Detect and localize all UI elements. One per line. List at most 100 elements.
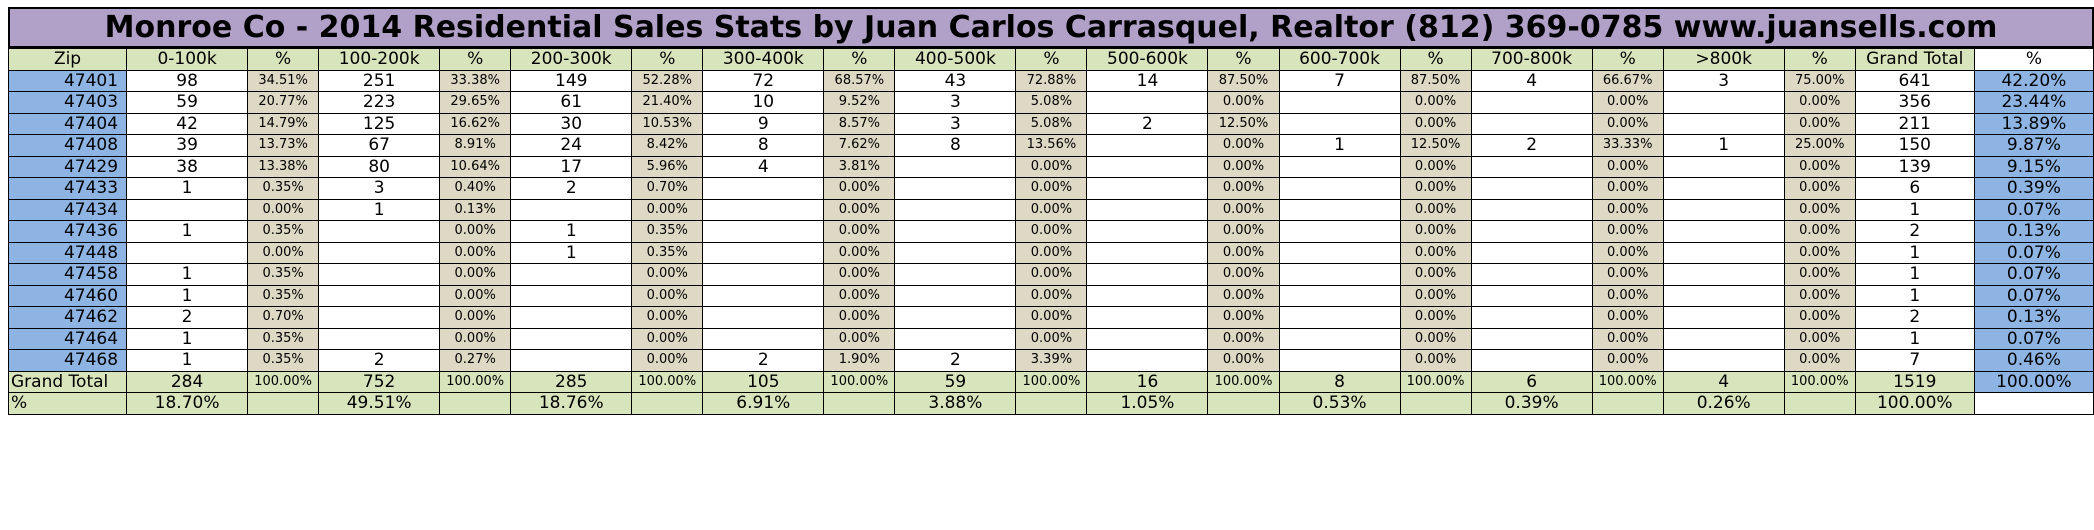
table-row: 47403 59 20.77% 223 29.65% 61 21.40% 10 9.52% 3 5.…	[7, 91, 2094, 114]
count-cell	[126, 198, 249, 221]
count-cell: 1	[318, 198, 441, 221]
percent-cell: 0.00%	[1591, 284, 1664, 307]
percent-cell: 0.00%	[1015, 220, 1088, 243]
percent-cell: 0.00%	[1591, 220, 1664, 243]
column-header: %	[247, 48, 320, 71]
count-cell: 4	[702, 155, 825, 178]
count-cell: 10	[702, 91, 825, 114]
percent-cell: 0.00%	[1399, 284, 1472, 307]
count-cell	[702, 220, 825, 243]
count-cell	[894, 155, 1017, 178]
row-percent-cell: 0.46%	[1973, 349, 2094, 372]
grand-total-count-cell: 6	[1470, 370, 1593, 393]
percent-cell: 0.00%	[1783, 177, 1856, 200]
count-cell: 8	[702, 134, 825, 157]
count-cell: 2	[1470, 134, 1593, 157]
column-header: 300-400k	[702, 48, 825, 71]
count-cell	[318, 327, 441, 350]
column-header: %	[1207, 48, 1280, 71]
percent-cell: 0.00%	[1399, 177, 1472, 200]
column-header: 500-600k	[1086, 48, 1209, 71]
percent-cell: 0.35%	[247, 177, 320, 200]
percent-cell: 0.00%	[1399, 263, 1472, 286]
zip-cell: 47401	[7, 69, 128, 92]
table-row: 47468 1 0.35% 2 0.27% 0.00% 2 1.90% 2 3.39% 0.00% 0…	[7, 349, 2094, 372]
percent-cell: 13.73%	[247, 134, 320, 157]
range-share-cell: 0.26%	[1662, 392, 1785, 415]
percent-cell: 0.00%	[1591, 306, 1664, 329]
row-total-cell: 150	[1854, 134, 1975, 157]
row-total-cell: 7	[1854, 349, 1975, 372]
count-cell	[1470, 220, 1593, 243]
count-cell: 1	[126, 220, 249, 243]
column-header: 600-700k	[1278, 48, 1401, 71]
blank-cell	[1015, 392, 1088, 415]
column-header: 700-800k	[1470, 48, 1593, 71]
count-cell	[1086, 220, 1209, 243]
percent-cell: 0.00%	[1207, 198, 1280, 221]
row-percent-cell: 0.13%	[1973, 306, 2094, 329]
blank-cell	[1207, 392, 1280, 415]
zip-cell: 47462	[7, 306, 128, 329]
count-cell: 2	[510, 177, 633, 200]
percent-cell: 5.08%	[1015, 91, 1088, 114]
percent-cell: 0.00%	[1015, 198, 1088, 221]
count-cell	[1086, 134, 1209, 157]
percent-cell: 0.35%	[247, 327, 320, 350]
count-cell: 3	[318, 177, 441, 200]
percent-cell: 87.50%	[1207, 69, 1280, 92]
grand-total-percent-cell: 100.00%	[823, 370, 896, 393]
count-cell	[894, 220, 1017, 243]
percent-cell: 0.35%	[631, 220, 704, 243]
row-total-cell: 1	[1854, 284, 1975, 307]
count-cell	[318, 284, 441, 307]
row-percent-cell: 23.44%	[1973, 91, 2094, 114]
table-row: 47434 0.00% 1 0.13% 0.00% 0.00% 0.00% 0.00% 0.00…	[7, 198, 2094, 221]
percent-cell: 10.64%	[439, 155, 512, 178]
count-cell	[1470, 177, 1593, 200]
percent-cell: 0.00%	[1399, 306, 1472, 329]
count-cell: 72	[702, 69, 825, 92]
row-percent-cell: 13.89%	[1973, 112, 2094, 135]
percent-cell: 0.00%	[1591, 155, 1664, 178]
table-row: 47404 42 14.79% 125 16.62% 30 10.53% 9 8.57% 3 5.0…	[7, 112, 2094, 135]
grand-total-percent-cell: 100.00%	[1783, 370, 1856, 393]
count-cell	[702, 327, 825, 350]
count-cell: 2	[318, 349, 441, 372]
count-cell	[702, 177, 825, 200]
table-row: 47464 1 0.35% 0.00% 0.00% 0.00% 0.00% 0.00% 0.00…	[7, 327, 2094, 350]
percent-cell: 66.67%	[1591, 69, 1664, 92]
grand-total-row: Grand Total 284 100.00% 752 100.00% 285 100.00…	[7, 370, 2094, 393]
percent-cell: 29.65%	[439, 91, 512, 114]
percent-cell: 0.00%	[1207, 241, 1280, 264]
count-cell	[318, 220, 441, 243]
row-total-cell: 2	[1854, 220, 1975, 243]
percent-cell: 10.53%	[631, 112, 704, 135]
count-cell	[1086, 198, 1209, 221]
row-total-cell: 641	[1854, 69, 1975, 92]
percent-cell: 0.00%	[1591, 327, 1664, 350]
percent-cell: 0.00%	[1591, 198, 1664, 221]
percent-cell: 0.00%	[439, 284, 512, 307]
count-cell	[1086, 327, 1209, 350]
table-row: 47429 38 13.38% 80 10.64% 17 5.96% 4 3.81% 0.00% 0…	[7, 155, 2094, 178]
percent-cell: 0.00%	[1207, 306, 1280, 329]
count-cell	[1662, 220, 1785, 243]
column-header: Zip	[7, 48, 128, 71]
table-row: 47433 1 0.35% 3 0.40% 2 0.70% 0.00% 0.00% 0.00% 0.…	[7, 177, 2094, 200]
count-cell	[1470, 263, 1593, 286]
count-cell: 149	[510, 69, 633, 92]
count-cell	[1662, 306, 1785, 329]
row-percent-cell: 42.20%	[1973, 69, 2094, 92]
count-cell	[126, 241, 249, 264]
column-header: %	[1015, 48, 1088, 71]
blank-cell	[1973, 392, 2094, 415]
percent-cell: 0.00%	[631, 349, 704, 372]
count-cell	[1086, 263, 1209, 286]
percent-cell: 72.88%	[1015, 69, 1088, 92]
table-row: 47462 2 0.70% 0.00% 0.00% 0.00% 0.00% 0.00% 0.00…	[7, 306, 2094, 329]
count-cell	[1086, 177, 1209, 200]
count-cell	[1278, 241, 1401, 264]
blank-cell	[631, 392, 704, 415]
count-cell	[318, 263, 441, 286]
